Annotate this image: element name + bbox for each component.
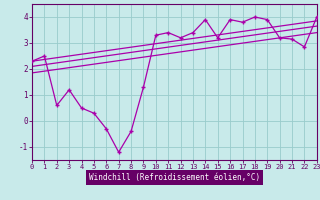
X-axis label: Windchill (Refroidissement éolien,°C): Windchill (Refroidissement éolien,°C) — [89, 173, 260, 182]
